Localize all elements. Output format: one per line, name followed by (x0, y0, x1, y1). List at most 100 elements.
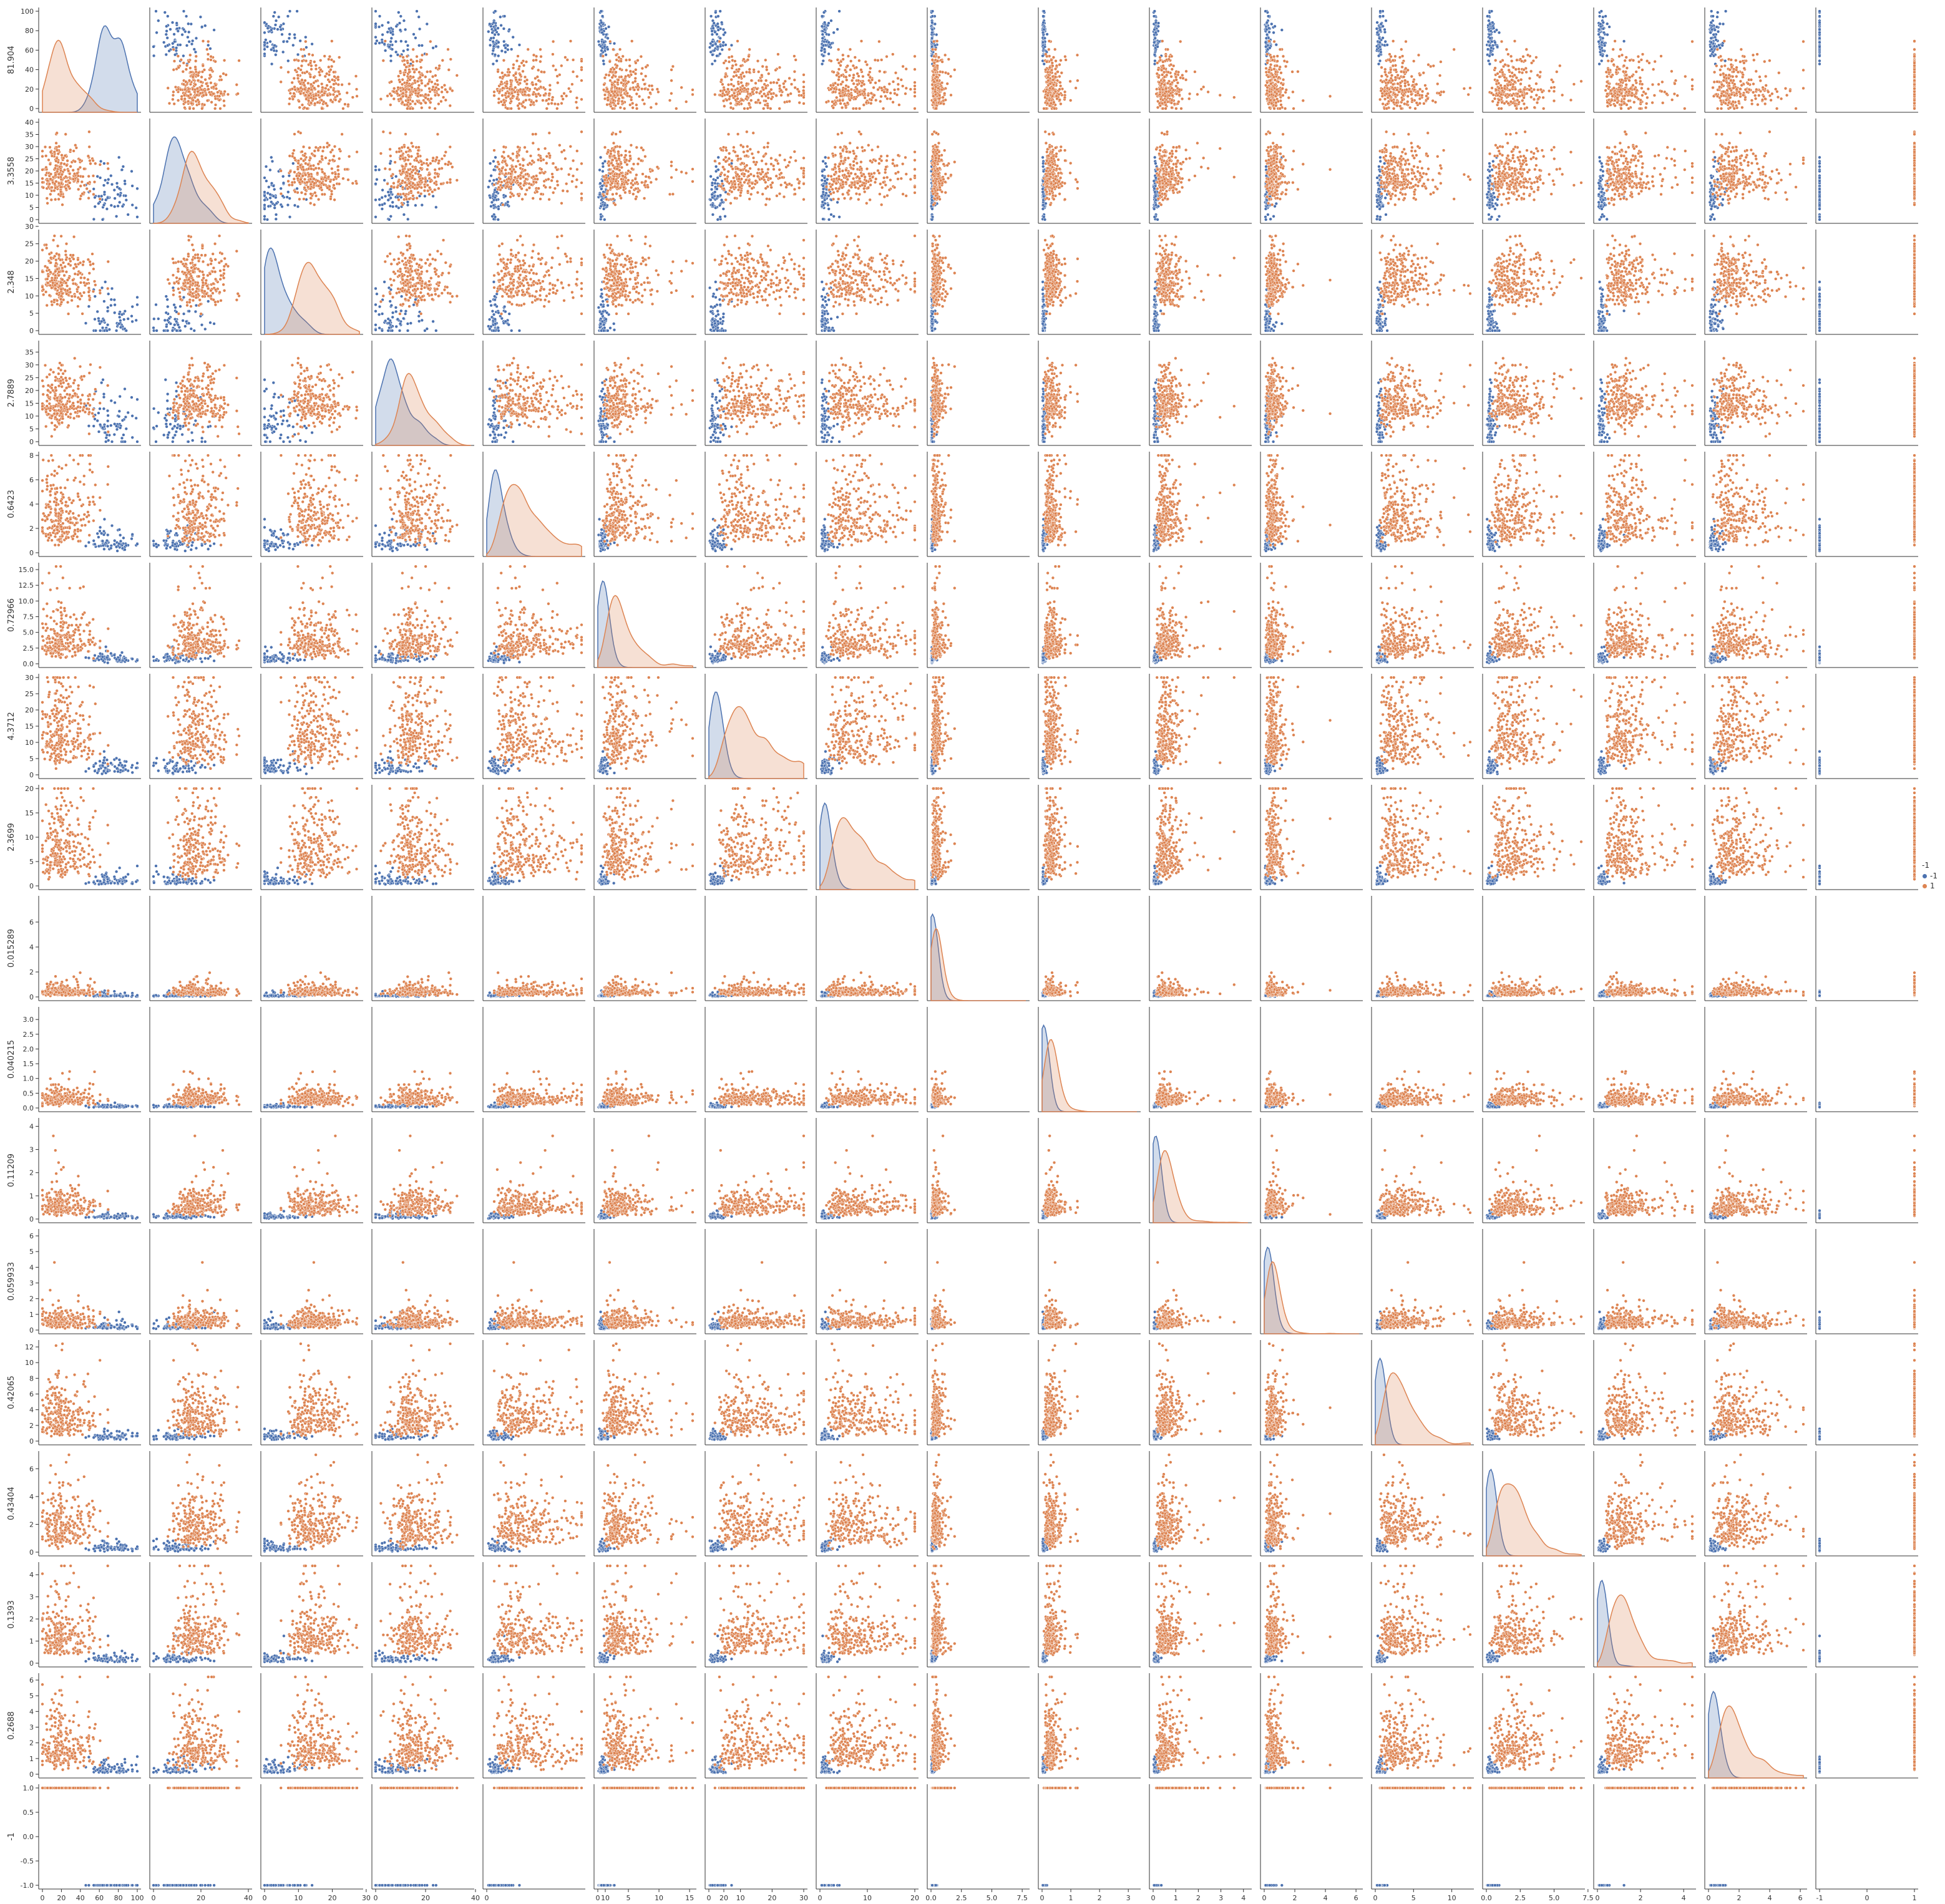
point-neg1 (200, 26, 203, 29)
y-tick-label: 100 (21, 7, 34, 16)
point-1 (280, 66, 283, 69)
point-1 (323, 92, 326, 95)
point-1 (328, 55, 331, 58)
point-1 (314, 64, 318, 67)
point-1 (329, 93, 332, 96)
point-neg1 (171, 42, 174, 45)
point-neg1 (155, 31, 158, 34)
point-neg1 (416, 10, 419, 13)
point-1 (310, 68, 313, 71)
point-1 (184, 80, 187, 84)
point-1 (205, 48, 208, 51)
point-1 (195, 55, 198, 58)
point-neg1 (275, 19, 278, 22)
point-neg1 (185, 15, 188, 18)
point-1 (222, 72, 225, 75)
y-axis-label: 81.904 (7, 46, 16, 74)
point-1 (299, 82, 302, 85)
point-1 (197, 90, 200, 93)
point-neg1 (263, 48, 266, 51)
point-neg1 (276, 28, 280, 31)
point-1 (323, 55, 326, 58)
subplot-r0-c1 (150, 7, 252, 112)
point-neg1 (195, 37, 198, 40)
point-1 (210, 81, 213, 84)
point-1 (328, 80, 331, 84)
point-1 (303, 88, 306, 91)
point-neg1 (270, 62, 273, 66)
point-neg1 (293, 33, 296, 36)
point-1 (280, 80, 283, 84)
subplot-r0-c0: 02040608010081.904 (7, 7, 141, 113)
point-1 (227, 93, 230, 96)
point-neg1 (281, 51, 285, 54)
point-neg1 (282, 40, 285, 43)
point-neg1 (213, 29, 216, 32)
point-1 (320, 82, 323, 85)
point-1 (309, 62, 312, 65)
point-1 (303, 84, 306, 87)
point-1 (314, 67, 318, 70)
point-1 (338, 100, 341, 103)
y-tick-label: 20 (25, 85, 34, 94)
point-1 (177, 99, 180, 102)
point-1 (202, 40, 205, 43)
point-1 (317, 85, 320, 88)
point-1 (201, 70, 204, 74)
point-neg1 (281, 33, 284, 36)
point-1 (306, 82, 310, 85)
point-1 (216, 91, 219, 94)
point-1 (219, 107, 222, 110)
point-1 (331, 79, 334, 82)
point-1 (293, 95, 296, 98)
point-neg1 (412, 33, 416, 36)
point-1 (174, 85, 177, 89)
point-neg1 (266, 46, 269, 49)
point-1 (347, 103, 350, 106)
point-1 (317, 90, 320, 94)
point-neg1 (397, 11, 400, 14)
point-1 (288, 97, 291, 100)
point-1 (332, 93, 335, 96)
point-1 (183, 88, 187, 91)
point-neg1 (399, 15, 402, 18)
point-1 (207, 58, 210, 61)
point-1 (188, 54, 192, 57)
point-1 (348, 82, 351, 85)
subplot-r0-c2 (261, 7, 363, 112)
point-neg1 (182, 10, 185, 13)
point-neg1 (263, 31, 266, 34)
point-1 (177, 55, 180, 58)
point-1 (319, 69, 323, 72)
point-1 (306, 70, 309, 74)
point-neg1 (272, 46, 275, 49)
point-1 (303, 48, 306, 51)
point-1 (341, 83, 344, 86)
point-1 (329, 99, 333, 102)
point-neg1 (157, 19, 160, 22)
point-1 (220, 92, 223, 95)
point-1 (320, 99, 323, 102)
subplot-r0-c3 (372, 7, 474, 112)
point-1 (342, 107, 345, 110)
point-neg1 (286, 59, 290, 62)
point-neg1 (188, 40, 191, 43)
point-1 (330, 65, 333, 68)
point-1 (197, 99, 200, 102)
point-1 (334, 99, 337, 102)
point-1 (329, 85, 333, 89)
point-1 (301, 79, 304, 82)
point-neg1 (279, 26, 282, 29)
point-1 (330, 59, 333, 62)
point-1 (202, 64, 205, 67)
point-1 (235, 83, 238, 86)
point-1 (188, 79, 191, 82)
point-1 (200, 80, 203, 84)
point-1 (301, 55, 305, 58)
point-1 (294, 69, 297, 72)
point-neg1 (272, 15, 275, 18)
point-1 (194, 66, 197, 69)
point-neg1 (166, 44, 169, 47)
point-neg1 (291, 44, 295, 47)
point-1 (298, 100, 301, 103)
